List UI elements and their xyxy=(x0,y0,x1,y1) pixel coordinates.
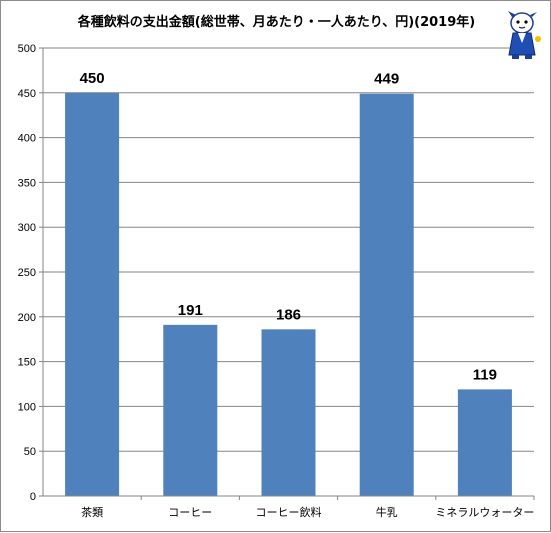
bar xyxy=(65,92,120,497)
mascot-icon xyxy=(508,11,541,59)
y-tick-label: 400 xyxy=(18,133,36,145)
y-tick-label: 350 xyxy=(18,177,36,189)
y-axis-ticks: 0 50 100 150 200 250 300 350 400 450 500 xyxy=(18,43,43,503)
chart-title: 各種飲料の支出金額(総世帯、月あたり・一人あたり、円)(2019年) xyxy=(77,15,476,30)
y-tick-label: 150 xyxy=(18,357,36,369)
category-label: コーヒー xyxy=(168,506,212,519)
y-tick-label: 200 xyxy=(18,312,36,324)
bar xyxy=(163,324,218,496)
data-label: 191 xyxy=(178,302,203,319)
data-labels: 450 191 186 449 119 xyxy=(80,70,497,384)
data-label: 186 xyxy=(276,306,301,323)
y-tick-label: 450 xyxy=(18,88,36,100)
category-label: コーヒー飲料 xyxy=(256,505,322,519)
bar xyxy=(261,329,316,496)
y-tick-label: 50 xyxy=(24,446,36,458)
y-tick-label: 300 xyxy=(18,222,36,234)
data-label: 119 xyxy=(473,366,497,383)
data-label: 449 xyxy=(374,71,399,88)
y-tick-label: 0 xyxy=(30,491,36,503)
bar-series xyxy=(65,92,512,497)
y-tick-label: 100 xyxy=(18,401,36,413)
bar xyxy=(359,93,414,497)
bar xyxy=(457,389,512,496)
y-tick-label: 500 xyxy=(18,43,36,55)
category-label: 牛乳 xyxy=(376,505,398,519)
y-tick-label: 250 xyxy=(18,267,36,279)
category-label: ミネラルウォーター xyxy=(435,506,534,519)
data-label: 450 xyxy=(80,70,105,87)
x-axis-categories: 茶類 コーヒー コーヒー飲料 牛乳 ミネラルウォーター xyxy=(81,496,535,519)
category-label: 茶類 xyxy=(81,506,103,519)
